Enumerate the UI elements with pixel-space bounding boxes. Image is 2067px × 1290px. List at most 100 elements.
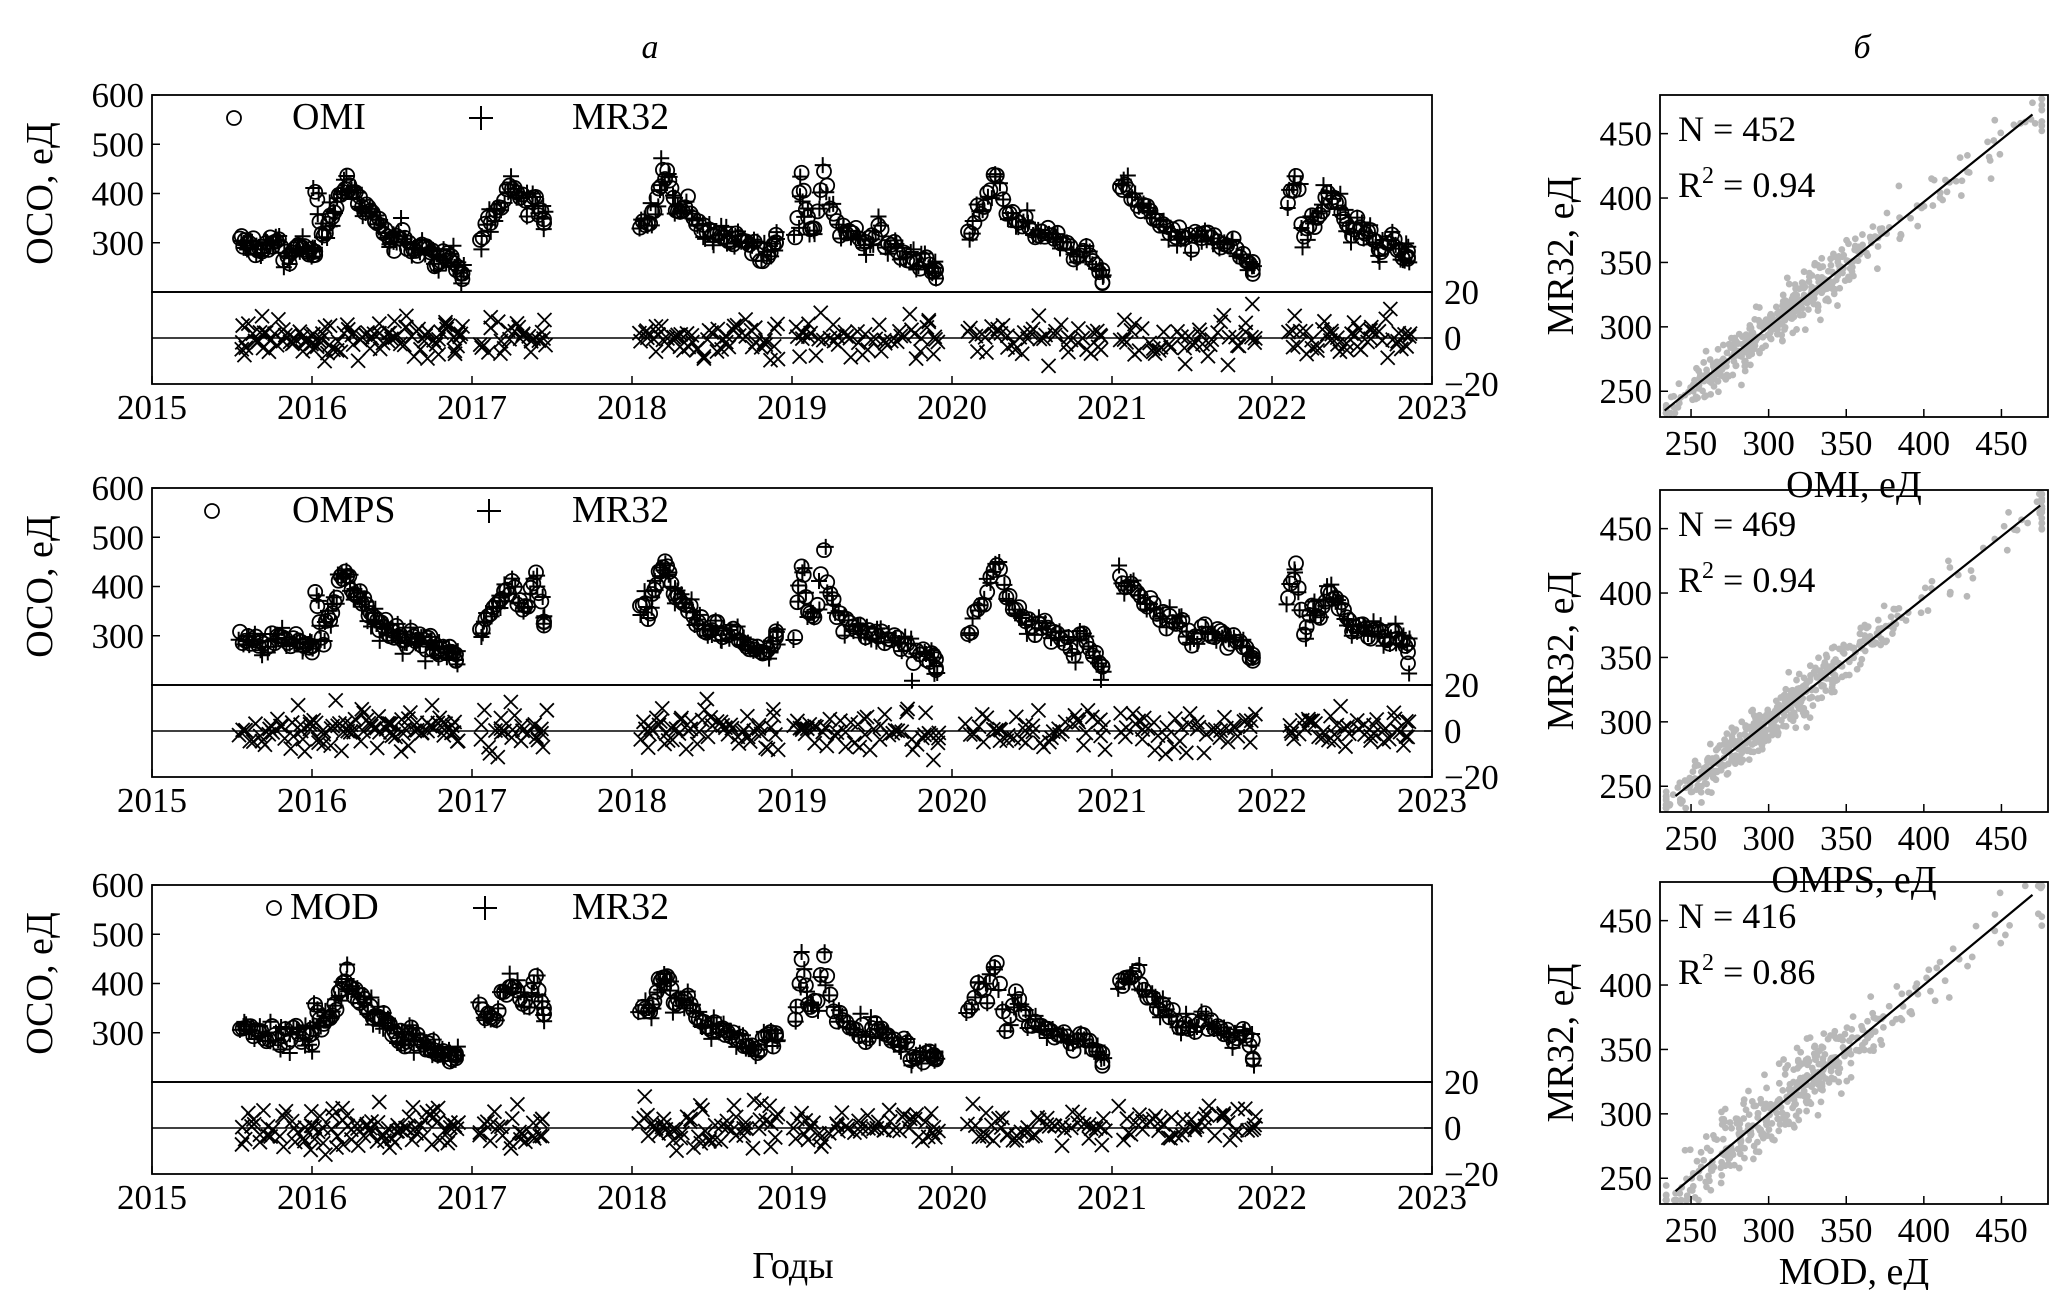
difference-point: [883, 333, 899, 349]
difference-point: [753, 726, 769, 742]
scatter-point: [1779, 1086, 1787, 1094]
scatter-point: [1845, 276, 1853, 283]
scatter-point: [1851, 242, 1859, 250]
scatter-point: [1671, 409, 1679, 417]
mr32-point: [1371, 253, 1388, 270]
mr32-point: [814, 157, 831, 174]
scatter-point: [1946, 588, 1954, 596]
difference-point: [1398, 338, 1415, 355]
difference-point: [731, 327, 747, 344]
mr32-point: [683, 591, 700, 608]
difference-point: [306, 1131, 323, 1147]
difference-point: [770, 742, 786, 758]
difference-point: [237, 1131, 253, 1147]
scatter-point: [1818, 254, 1826, 262]
diff-tick-label: 0: [1444, 1109, 1462, 1148]
difference-point: [747, 320, 763, 336]
scatter-point: [1710, 774, 1718, 782]
difference-point: [506, 707, 523, 724]
scatter-point: [1703, 780, 1711, 788]
mr32-point: [1177, 230, 1194, 247]
difference-point: [651, 717, 667, 733]
difference-point: [1007, 342, 1023, 358]
difference-point: [1285, 323, 1301, 339]
x-tick-label: 350: [1820, 819, 1873, 858]
diff-tick-label: 20: [1444, 666, 1479, 705]
difference-point: [679, 325, 695, 342]
scatter-point: [1682, 804, 1690, 812]
difference-point: [852, 1123, 868, 1140]
mr32-point: [509, 972, 526, 989]
mr32-point: [1290, 584, 1307, 601]
difference-point: [1075, 737, 1092, 753]
difference-point: [653, 318, 669, 334]
difference-point: [837, 724, 854, 740]
difference-point: [364, 330, 380, 346]
scatter-point: [2000, 522, 2008, 530]
difference-point: [1247, 330, 1263, 347]
difference-point: [255, 1102, 272, 1119]
y-axis-label: MR32, еД: [1540, 572, 1582, 731]
difference-point: [1013, 1124, 1029, 1140]
x-tick-label: 2015: [117, 1178, 187, 1217]
difference-point: [380, 1120, 396, 1137]
difference-point: [1120, 1125, 1137, 1141]
difference-point: [1024, 1128, 1041, 1144]
difference-point: [1393, 341, 1409, 357]
r-squared-value: = 0.86: [1714, 952, 1815, 992]
difference-point: [486, 1104, 503, 1120]
mr32-point: [328, 595, 345, 612]
difference-point: [536, 312, 553, 328]
y-tick-label: 350: [1600, 638, 1653, 677]
difference-point: [1280, 324, 1297, 340]
difference-point: [1080, 702, 1096, 719]
scatter-point: [1752, 1148, 1760, 1155]
scatter-point: [1795, 670, 1803, 678]
difference-point: [393, 743, 409, 760]
mr32-point: [281, 1044, 298, 1061]
scatter-point: [1729, 371, 1737, 379]
difference-point: [815, 724, 831, 740]
scatter-point: [1738, 381, 1745, 389]
mr32-point: [1337, 201, 1354, 218]
difference-point: [921, 314, 937, 330]
difference-point: [825, 316, 841, 333]
difference-point: [240, 315, 256, 332]
difference-point: [512, 1131, 529, 1147]
mr32-point: [661, 564, 678, 581]
scatter-point: [1732, 726, 1740, 734]
reference-point: [995, 574, 1012, 591]
difference-point: [476, 337, 492, 353]
scatter-point: [1802, 1074, 1810, 1082]
mr32-point: [767, 242, 784, 259]
scatter-point: [1867, 235, 1875, 243]
difference-point: [640, 740, 656, 756]
y-tick-label: 500: [92, 518, 145, 557]
difference-point: [317, 353, 333, 369]
mr32-point: [519, 598, 536, 615]
scatter-point: [1996, 150, 2004, 158]
difference-point: [1185, 337, 1201, 354]
y-tick-label: 250: [1600, 1159, 1653, 1198]
mr32-point: [768, 623, 785, 640]
mr32-point: [325, 203, 342, 220]
scatter-point: [1964, 151, 1971, 159]
y-tick-label: 400: [1600, 179, 1653, 218]
scatter-point: [1741, 367, 1749, 375]
difference-point: [763, 1116, 779, 1132]
scatter-point: [1874, 243, 1882, 250]
scatter-point: [1785, 280, 1793, 288]
difference-point: [648, 344, 664, 360]
scatter-point: [1795, 285, 1803, 293]
scatter-point: [1721, 1162, 1729, 1170]
scatter-point: [1738, 718, 1746, 726]
difference-point: [881, 727, 897, 743]
scatter-point: [2003, 546, 2011, 554]
reference-point: [1184, 241, 1200, 258]
reference-point: [472, 232, 488, 248]
scatter-point: [1847, 1059, 1855, 1067]
difference-point: [1161, 336, 1177, 352]
mr32-point: [927, 270, 944, 287]
scatter-point: [1763, 1084, 1770, 1092]
diff-tick-label: 0: [1444, 319, 1462, 358]
